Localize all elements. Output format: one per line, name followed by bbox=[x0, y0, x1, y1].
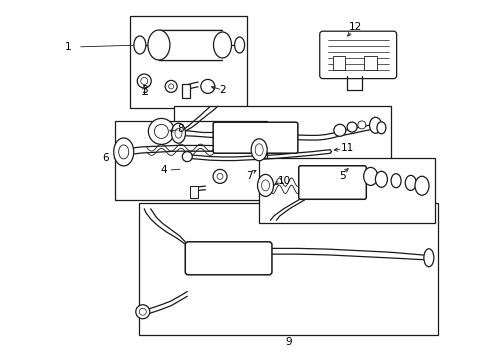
FancyBboxPatch shape bbox=[213, 122, 297, 153]
Text: 7: 7 bbox=[245, 171, 252, 181]
Ellipse shape bbox=[375, 171, 386, 187]
Text: 1: 1 bbox=[65, 42, 72, 52]
Bar bbox=[129, 16, 246, 108]
Circle shape bbox=[136, 305, 149, 319]
Ellipse shape bbox=[363, 167, 377, 185]
Text: 11: 11 bbox=[340, 143, 353, 153]
Text: 6: 6 bbox=[102, 153, 108, 163]
Text: 2: 2 bbox=[219, 85, 225, 95]
Circle shape bbox=[357, 121, 365, 129]
Ellipse shape bbox=[369, 117, 381, 133]
Ellipse shape bbox=[148, 30, 169, 60]
Ellipse shape bbox=[234, 37, 244, 53]
Ellipse shape bbox=[376, 122, 385, 134]
Ellipse shape bbox=[134, 36, 145, 54]
Circle shape bbox=[333, 124, 345, 136]
Circle shape bbox=[213, 170, 226, 183]
Ellipse shape bbox=[423, 249, 433, 267]
Circle shape bbox=[137, 74, 151, 88]
Circle shape bbox=[182, 152, 192, 162]
Ellipse shape bbox=[119, 145, 128, 159]
Ellipse shape bbox=[251, 139, 266, 161]
Bar bbox=[173, 106, 390, 187]
FancyBboxPatch shape bbox=[319, 31, 396, 78]
Ellipse shape bbox=[257, 174, 273, 197]
Circle shape bbox=[139, 308, 146, 315]
Ellipse shape bbox=[171, 123, 185, 143]
Circle shape bbox=[346, 122, 356, 132]
Circle shape bbox=[141, 77, 147, 85]
Bar bbox=[364, 56, 376, 70]
Ellipse shape bbox=[255, 144, 263, 156]
Circle shape bbox=[148, 118, 174, 144]
Text: 5: 5 bbox=[338, 171, 345, 181]
Ellipse shape bbox=[405, 175, 415, 190]
Ellipse shape bbox=[114, 138, 133, 166]
Text: 8: 8 bbox=[177, 124, 184, 134]
Ellipse shape bbox=[165, 80, 177, 93]
Ellipse shape bbox=[175, 128, 182, 138]
Ellipse shape bbox=[414, 176, 428, 195]
Ellipse shape bbox=[168, 84, 173, 89]
Bar bbox=[259, 158, 434, 223]
Bar bbox=[182, 84, 190, 98]
Ellipse shape bbox=[213, 32, 231, 58]
FancyBboxPatch shape bbox=[185, 242, 271, 275]
Text: 10: 10 bbox=[278, 176, 290, 186]
Ellipse shape bbox=[261, 180, 269, 191]
Circle shape bbox=[217, 174, 223, 179]
Text: 9: 9 bbox=[285, 337, 291, 347]
Bar bbox=[189, 186, 197, 198]
Bar bbox=[332, 56, 344, 70]
Bar bbox=[159, 30, 222, 60]
Text: 12: 12 bbox=[347, 22, 361, 32]
Circle shape bbox=[154, 125, 168, 138]
Ellipse shape bbox=[201, 80, 214, 93]
Ellipse shape bbox=[390, 174, 400, 188]
Text: 4: 4 bbox=[160, 165, 167, 175]
Text: 3: 3 bbox=[141, 85, 147, 95]
Bar bbox=[115, 121, 266, 200]
Bar bbox=[139, 203, 437, 335]
FancyBboxPatch shape bbox=[298, 166, 366, 199]
